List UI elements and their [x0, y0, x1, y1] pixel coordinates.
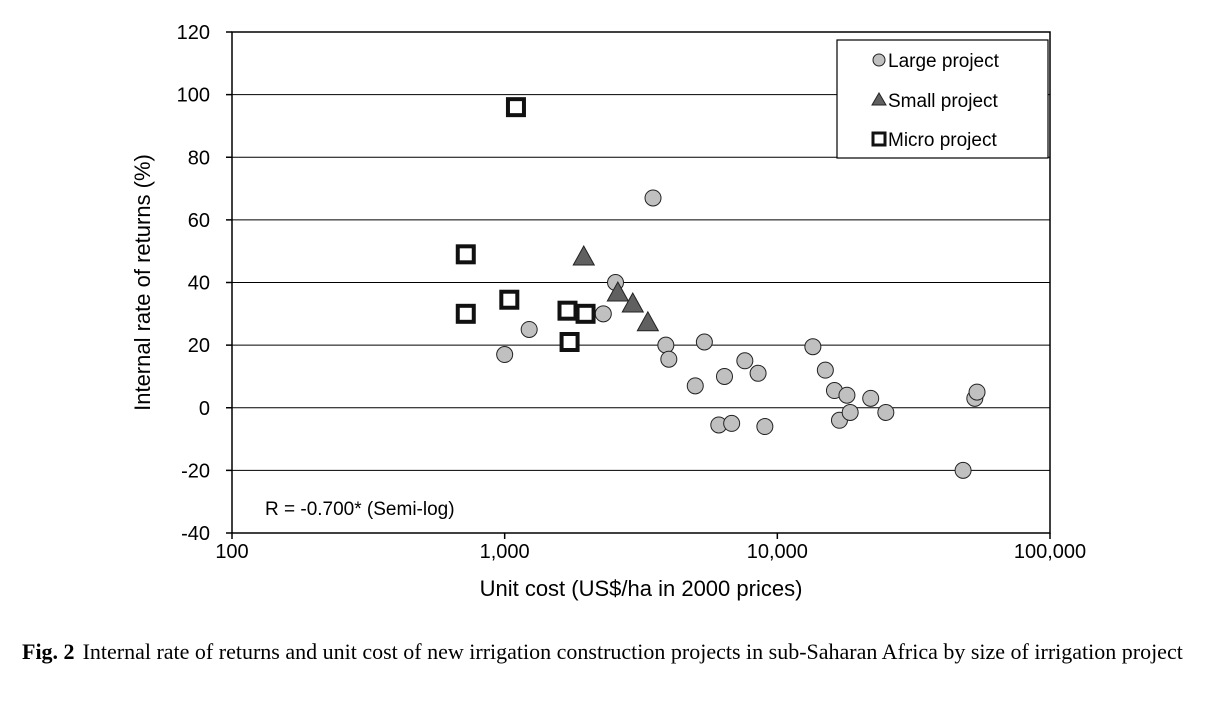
large-project-point — [862, 389, 880, 407]
large-project-point — [723, 414, 741, 432]
y-tick-label: 120 — [177, 22, 210, 44]
micro-project-point — [575, 303, 596, 324]
caption-text: Internal rate of returns and unit cost o… — [82, 639, 1183, 664]
y-tick-label: -40 — [181, 523, 210, 545]
large-project-point — [877, 403, 895, 421]
y-axis-title: Internal rate of returns (%) — [130, 154, 155, 411]
gridlines — [232, 94, 1050, 471]
large-project-point — [954, 461, 972, 479]
large-project-point — [594, 305, 612, 323]
small-project-point — [636, 310, 660, 332]
figure-caption: Fig. 2 Internal rate of returns and unit … — [22, 637, 1192, 667]
legend-label-micro-project: Micro project — [888, 130, 997, 151]
small-project-point — [621, 291, 645, 313]
large-project-point — [841, 403, 859, 421]
x-tick-label: 1,000 — [480, 541, 530, 563]
y-tick-label: 100 — [177, 85, 210, 107]
large-project-point — [657, 336, 675, 354]
large-project-point — [756, 418, 774, 436]
small-project-point — [572, 245, 596, 266]
micro-project-point — [455, 303, 476, 324]
x-axis-title: Unit cost (US$/ha in 2000 prices) — [480, 576, 803, 601]
large-project-point — [686, 377, 704, 395]
large-project-point — [695, 333, 713, 351]
x-tick-label: 10,000 — [747, 541, 808, 563]
large-project-point — [736, 352, 754, 370]
legend-small-project-marker — [871, 92, 887, 106]
large-project-point — [496, 346, 514, 364]
data-points — [455, 97, 986, 479]
micro-project-point — [455, 244, 476, 265]
micro-project-point — [505, 97, 526, 118]
legend-label-large-project: Large project — [888, 51, 1000, 72]
large-project-point — [660, 350, 678, 368]
small-project-point — [606, 281, 630, 302]
legend-micro-project-marker — [871, 131, 887, 147]
y-tick-label: 40 — [188, 273, 210, 295]
micro-project-point — [559, 331, 580, 352]
x-axis-ticks: 100 1,000 10,000 100,000 — [215, 533, 1086, 563]
micro-project-point — [499, 289, 520, 310]
large-project-point — [749, 364, 767, 382]
figure-label: Fig. 2 — [22, 639, 75, 664]
x-tick-label: 100 — [215, 541, 248, 563]
legend-label-small-project: Small project — [888, 91, 999, 112]
scatter-chart: 100 1,000 10,000 100,000 -40 -20 0 20 40 60 80 100… — [130, 22, 1086, 601]
y-tick-label: -20 — [181, 460, 210, 482]
y-tick-label: 60 — [188, 210, 210, 232]
x-tick-label: 100,000 — [1014, 541, 1086, 563]
legend-large-project-marker — [872, 53, 886, 67]
large-project-point — [715, 367, 733, 385]
y-tick-label: 20 — [188, 335, 210, 357]
legend: Large project Small project Micro project — [836, 39, 1049, 159]
micro-project-point — [557, 300, 578, 321]
large-project-point — [838, 386, 856, 404]
large-project-point — [644, 189, 662, 207]
large-project-point — [968, 383, 986, 401]
y-tick-label: 0 — [199, 398, 210, 420]
large-project-point — [816, 361, 834, 379]
y-axis-ticks: -40 -20 0 20 40 60 80 100 120 — [177, 22, 232, 545]
y-tick-label: 80 — [188, 147, 210, 169]
large-project-point — [520, 320, 538, 338]
large-project-point — [804, 338, 822, 356]
correlation-annotation: R = -0.700* (Semi-log) — [265, 499, 455, 520]
